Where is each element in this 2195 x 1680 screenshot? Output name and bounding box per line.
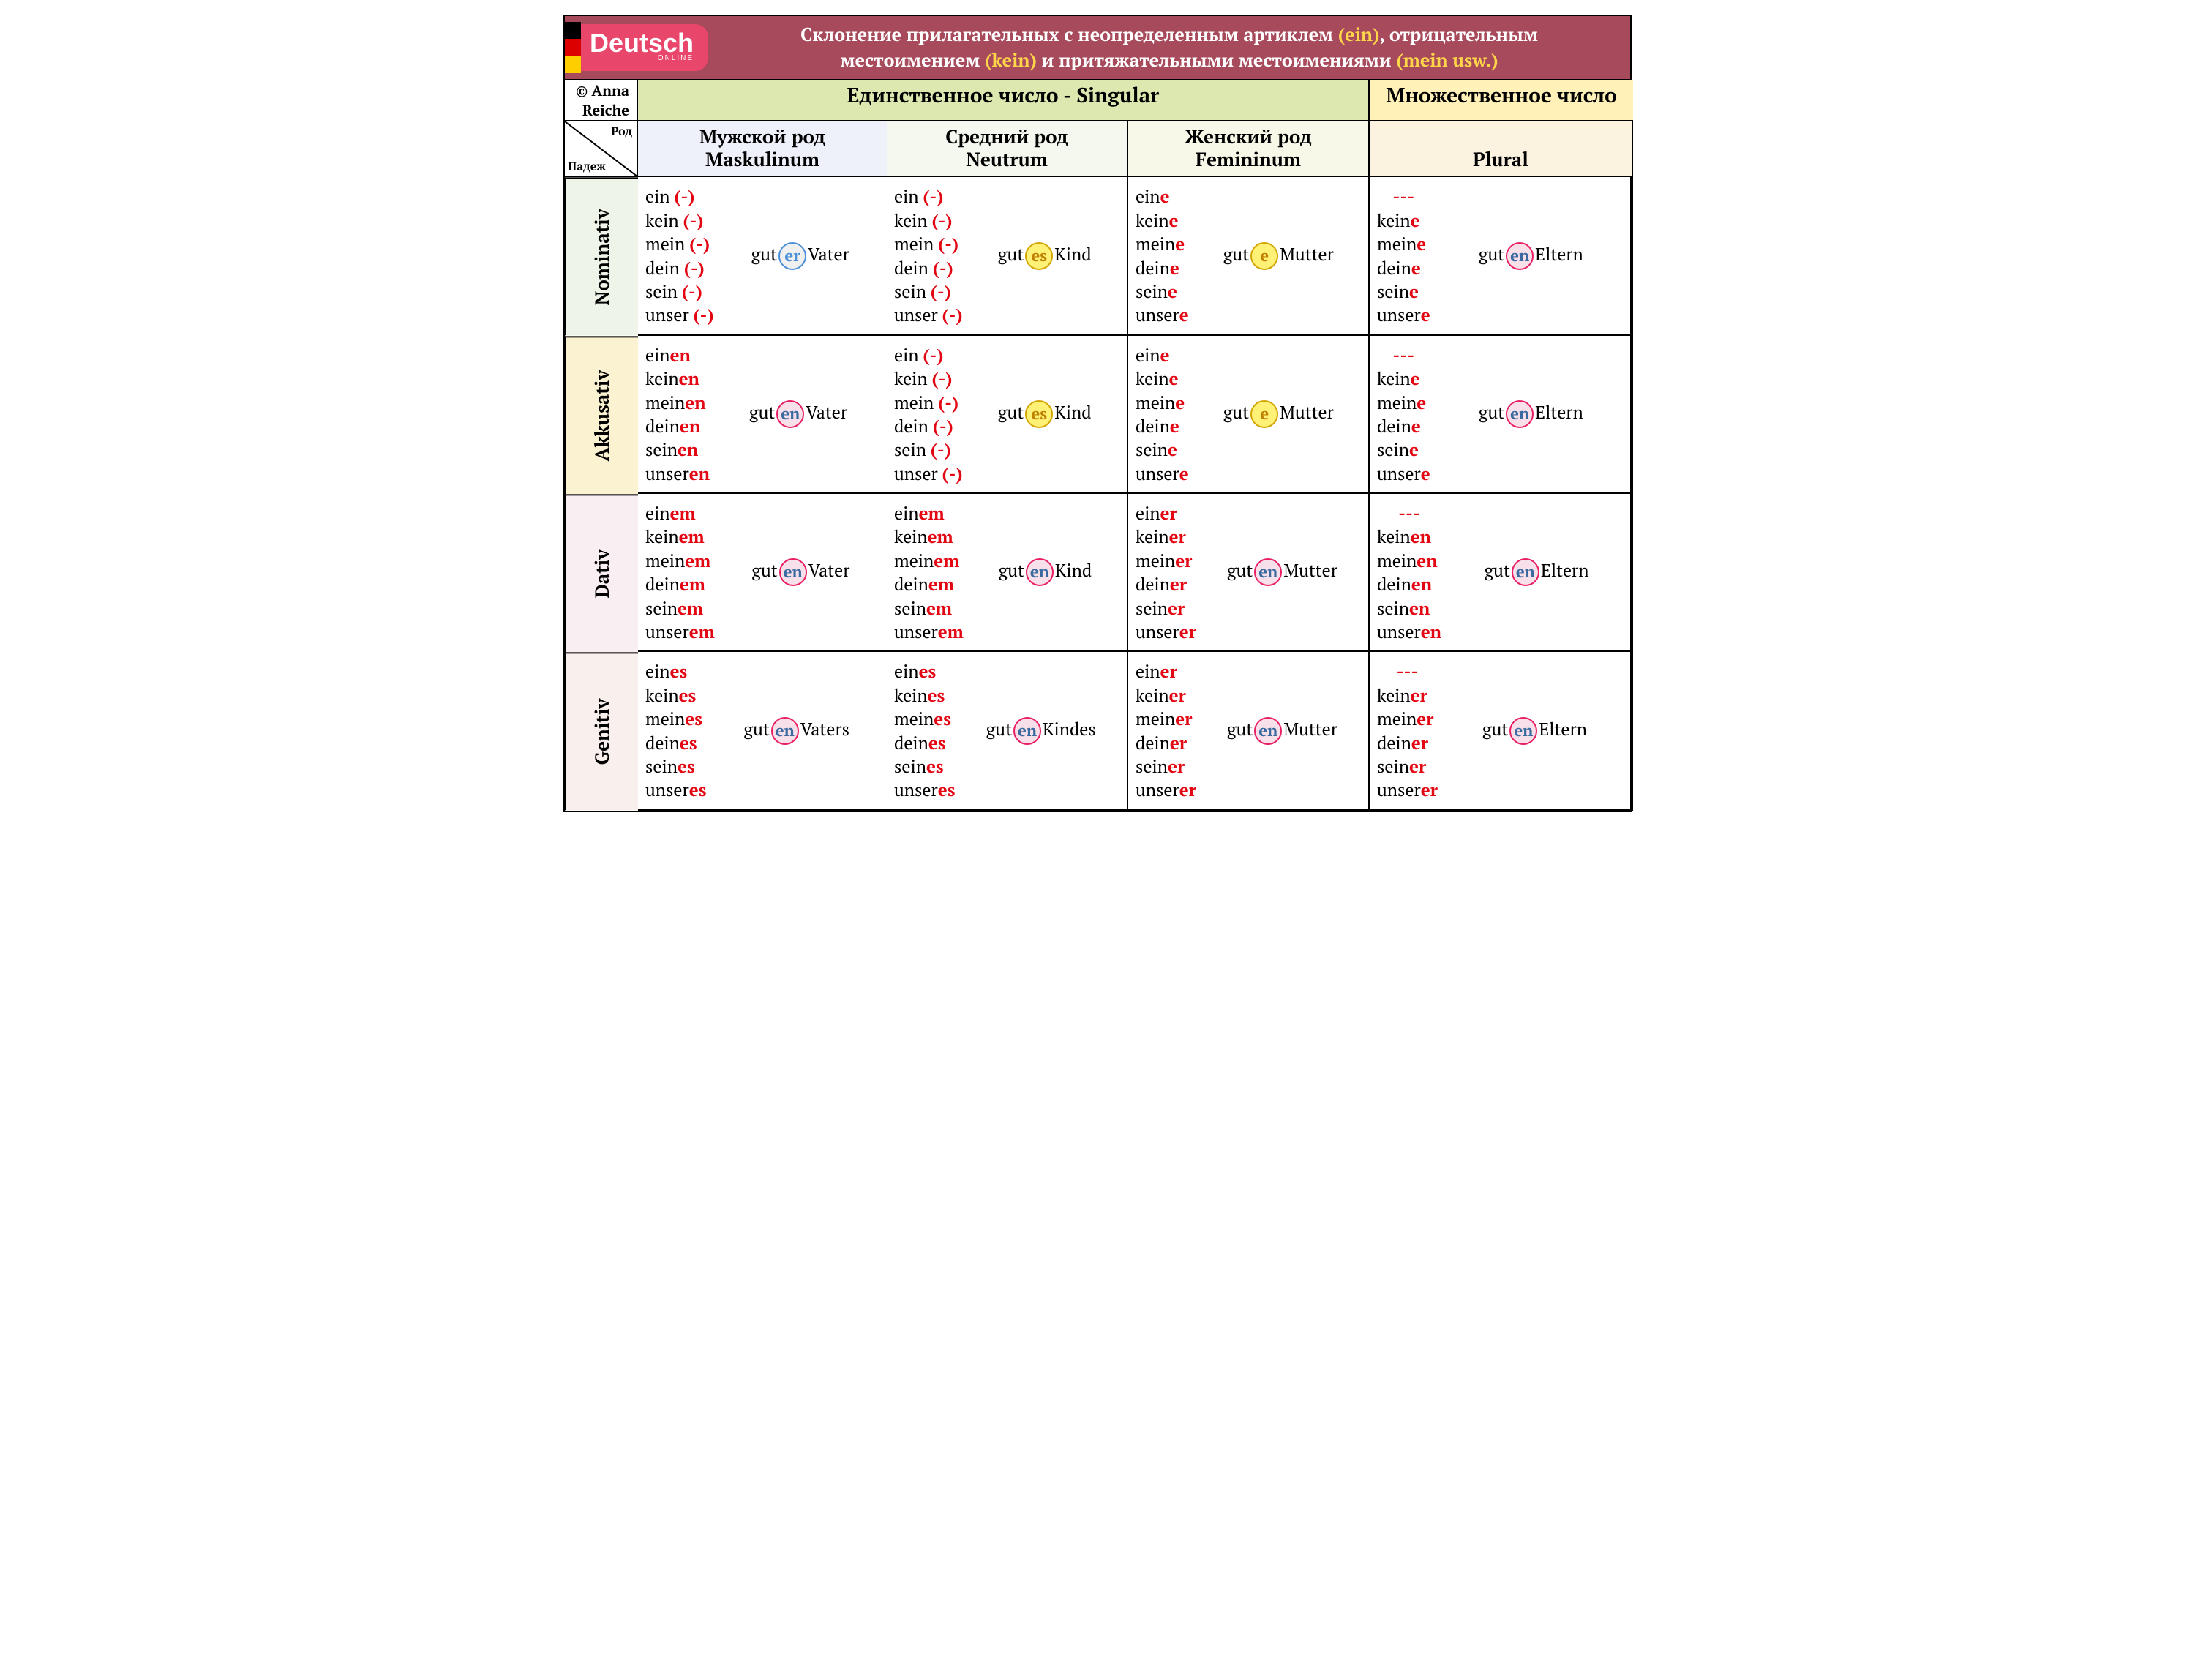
articles-list: einerkeinermeinerdeinerseinerunserer [1136, 659, 1196, 801]
adjective-noun: guterVater [713, 242, 882, 270]
cell-dat-m: einemkeinemmeinemdeinemseinemunseremgute… [638, 494, 887, 652]
adjective-noun: gutenEltern [1441, 558, 1627, 586]
cell-nom-p: ---keinemeinedeineseineunseregutenEltern [1370, 177, 1633, 335]
articles-list: einekeinemeinedeineseineunsere [1136, 343, 1189, 485]
cell-dat-n: einemkeinemmeinemdeinemseinemunseremgute… [887, 494, 1128, 652]
col-masculine: Мужской родMaskulinum [638, 121, 887, 177]
cell-gen-m: eineskeinesmeinesdeinesseinesunseresgute… [638, 652, 887, 810]
cell-nom-n: ein (-)kein (-)mein (-)dein (-)sein (-)u… [887, 177, 1128, 335]
logo: Deutsch ONLINE [565, 22, 708, 73]
declension-table-wrap: Deutsch ONLINE Склонение прилагательных … [563, 15, 1632, 812]
cell-akk-m: einenkeinenmeinendeinenseinenunserengute… [638, 336, 887, 494]
cell-akk-f: einekeinemeinedeineseineunsereguteMutter [1128, 336, 1370, 494]
adjective-noun: gutenEltern [1438, 717, 1627, 745]
plural-header: Множественное число [1370, 80, 1633, 121]
cell-dat-p: ---keinenmeinendeinenseinenunserengutenE… [1370, 494, 1633, 652]
cell-dat-f: einerkeinermeinerdeinerseinerunserergute… [1128, 494, 1370, 652]
singular-header: Единственное число - Singular [638, 80, 1370, 121]
diagonal-header: Род Падеж [565, 121, 638, 177]
articles-list: ein (-)kein (-)mein (-)dein (-)sein (-)u… [894, 343, 962, 485]
adjective-noun: gutenKindes [955, 717, 1122, 745]
adjective-noun: gutenEltern [1430, 400, 1627, 428]
col-feminine: Женский родFemininum [1128, 121, 1370, 177]
articles-list: eineskeinesmeinesdeinesseinesunseres [645, 659, 706, 801]
logo-text: Deutsch ONLINE [581, 24, 708, 71]
adjective-noun: guteMutter [1189, 242, 1364, 270]
articles-list: einemkeinemmeinemdeinemseinemunserem [645, 501, 715, 643]
col-neuter: Средний родNeutrum [887, 121, 1128, 177]
adjective-noun: gutesKind [962, 242, 1122, 270]
cell-gen-p: ---keinermeinerdeinerseinerunserergutenE… [1370, 652, 1633, 810]
adjective-noun: gutenEltern [1430, 242, 1627, 270]
articles-list: eineskeinesmeinesdeinesseinesunseres [894, 659, 955, 801]
case-akk: Akkusativ [565, 336, 638, 494]
adjective-noun: gutenMutter [1196, 717, 1364, 745]
articles-list: einenkeinenmeinendeinenseinenunseren [645, 343, 710, 485]
adjective-noun: gutenVaters [706, 717, 882, 745]
adjective-noun: gutenKind [964, 558, 1122, 586]
german-flag-icon [565, 22, 581, 73]
articles-list: einerkeinermeinerdeinerseinerunserer [1136, 501, 1196, 643]
cell-akk-n: ein (-)kein (-)mein (-)dein (-)sein (-)u… [887, 336, 1128, 494]
col-plural: Plural [1370, 121, 1633, 177]
case-nom: Nominativ [565, 177, 638, 335]
cell-akk-p: ---keinemeinedeineseineunseregutenEltern [1370, 336, 1633, 494]
adjective-noun: gutenVater [715, 558, 882, 586]
cell-nom-f: einekeinemeinedeineseineunsereguteMutter [1128, 177, 1370, 335]
page-title: Склонение прилагательных с неопределенны… [708, 16, 1630, 79]
header: Deutsch ONLINE Склонение прилагательных … [565, 16, 1630, 80]
copyright: © Anna Reiche [565, 80, 638, 121]
cell-gen-f: einerkeinermeinerdeinerseinerunserergute… [1128, 652, 1370, 810]
cell-gen-n: eineskeinesmeinesdeinesseinesunseresgute… [887, 652, 1128, 810]
adjective-noun: gutenMutter [1196, 558, 1364, 586]
grid: © Anna Reiche Единственное число - Singu… [565, 80, 1630, 811]
cell-nom-m: ein (-)kein (-)mein (-)dein (-)sein (-)u… [638, 177, 887, 335]
adjective-noun: gutesKind [962, 400, 1122, 428]
articles-list: einekeinemeinedeineseineunsere [1136, 184, 1189, 326]
adjective-noun: guteMutter [1189, 400, 1364, 428]
articles-list: ---keinenmeinendeinenseinenunseren [1377, 501, 1441, 643]
articles-list: einemkeinemmeinemdeinemseinemunserem [894, 501, 964, 643]
case-dat: Dativ [565, 494, 638, 652]
articles-list: ein (-)kein (-)mein (-)dein (-)sein (-)u… [645, 184, 713, 326]
articles-list: ---keinemeinedeineseineunsere [1377, 343, 1430, 485]
articles-list: ein (-)kein (-)mein (-)dein (-)sein (-)u… [894, 184, 962, 326]
case-gen: Genitiv [565, 652, 638, 810]
articles-list: ---keinemeinedeineseineunsere [1377, 184, 1430, 326]
articles-list: ---keinermeinerdeinerseinerunserer [1377, 659, 1438, 801]
adjective-noun: gutenVater [710, 400, 882, 428]
